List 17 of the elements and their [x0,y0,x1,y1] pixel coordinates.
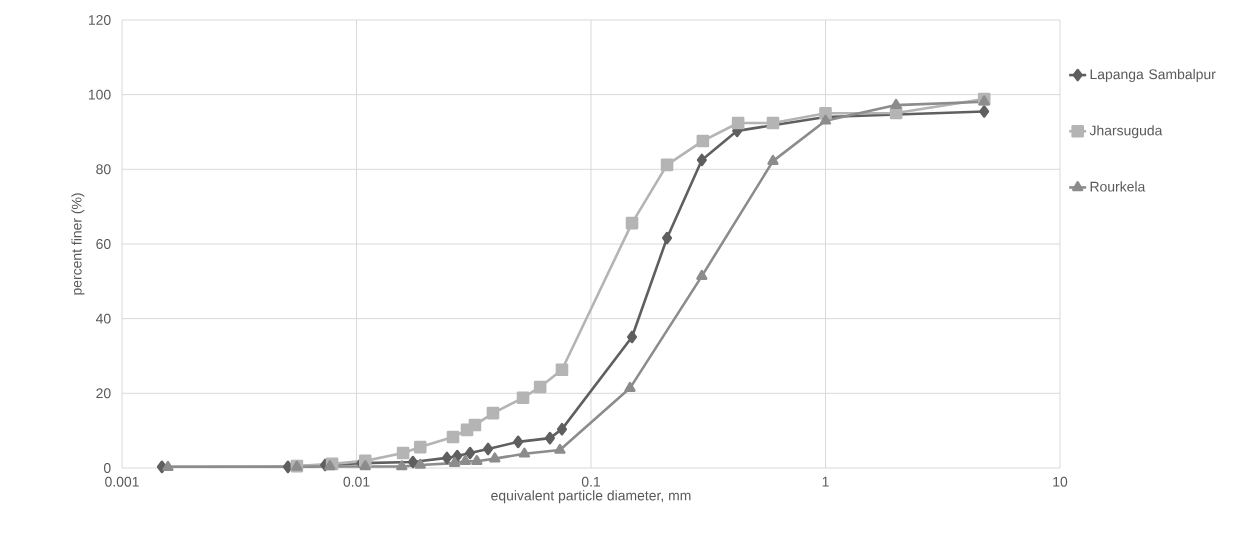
x-tick-label: 10 [1053,476,1068,487]
y-tick-label: 20 [96,388,111,399]
x-tick-label: 0.1 [581,476,601,487]
y-tick-label: 60 [96,239,111,249]
x-axis-title: equivalent particle diameter, mm [491,490,691,504]
legend-label: Lapanga Sambalpur [1090,68,1216,82]
y-axis-title: percent finer (%) [71,193,85,295]
x-tick-label: 1 [822,476,829,487]
legend-label: Rourkela [1090,181,1146,192]
y-tick-label: 100 [88,89,111,100]
y-tick-label: 80 [96,164,111,175]
y-tick-label: 0 [103,463,111,473]
legend-label: Jharsuguda [1089,125,1163,139]
x-tick-label: 0.01 [343,476,370,487]
y-tick-label: 40 [95,313,111,324]
y-tick-label: 120 [88,15,111,25]
x-tick-label: 0.001 [105,476,139,487]
